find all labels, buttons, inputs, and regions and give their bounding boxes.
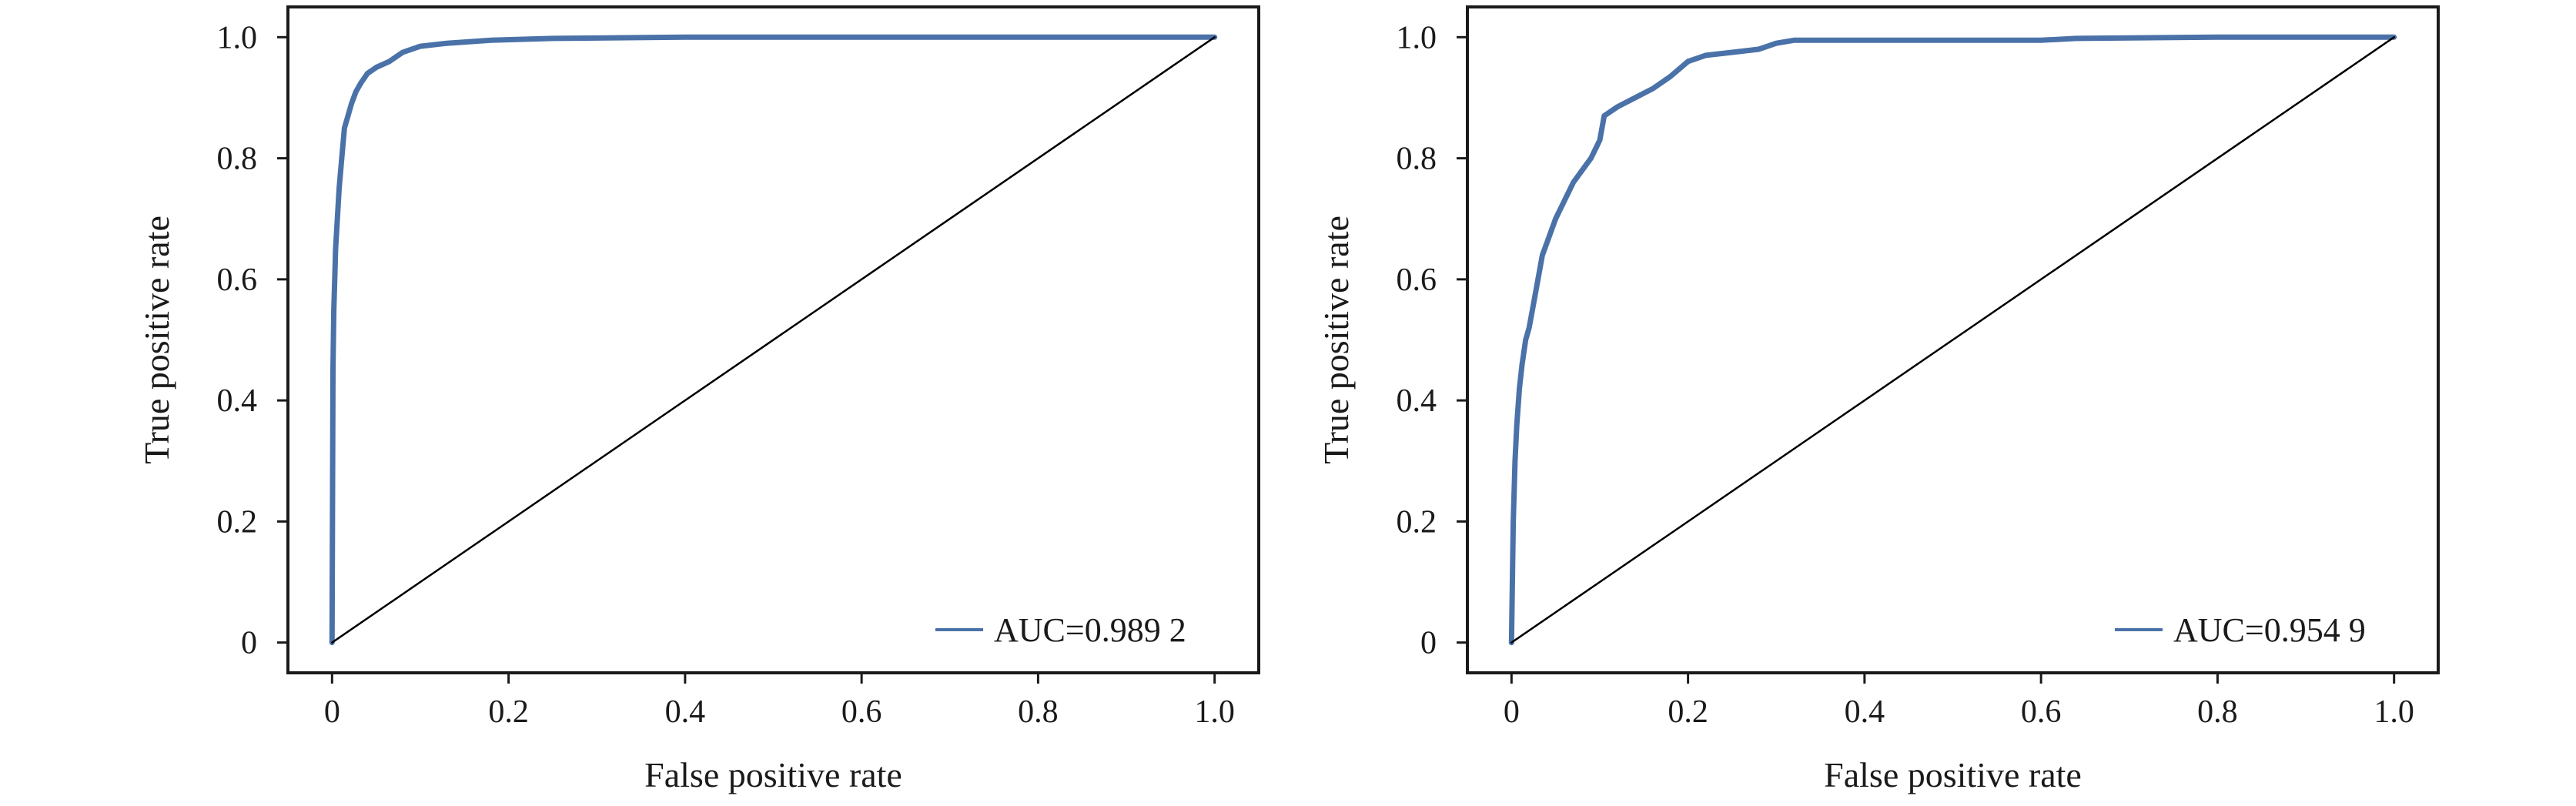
y-tick-label: 1.0 bbox=[1397, 20, 1437, 55]
x-tick-label: 0.2 bbox=[1668, 694, 1708, 730]
y-tick-label: 0.6 bbox=[217, 263, 258, 298]
chance-diagonal-line bbox=[1510, 36, 2395, 644]
plot-frame bbox=[286, 5, 1260, 674]
plot-frame bbox=[1466, 5, 2440, 674]
x-tick-label: 0 bbox=[324, 694, 340, 730]
y-tick-label: 0 bbox=[241, 626, 257, 661]
x-tick-label: 0.8 bbox=[2197, 694, 2238, 730]
y-tick-label: 0.6 bbox=[1397, 263, 1437, 298]
y-tick-label: 0.8 bbox=[1397, 142, 1437, 177]
y-tick-label: 0.2 bbox=[1397, 504, 1437, 540]
x-tick-label: 1.0 bbox=[1194, 694, 1235, 730]
x-axis-label: False positive rate bbox=[644, 755, 902, 794]
y-axis-label: True positive rate bbox=[137, 216, 176, 464]
chance-diagonal-line bbox=[331, 36, 1216, 644]
legend-label: AUC=0.989 2 bbox=[994, 611, 1186, 649]
x-tick-label: 0.2 bbox=[488, 694, 529, 730]
y-tick-label: 0.4 bbox=[217, 383, 258, 419]
x-tick-label: 0.8 bbox=[1018, 694, 1059, 730]
x-tick-label: 0.6 bbox=[2021, 694, 2062, 730]
y-tick-label: 1.0 bbox=[217, 20, 258, 55]
legend-label: AUC=0.954 9 bbox=[2173, 611, 2366, 649]
x-tick-label: 0.6 bbox=[841, 694, 882, 730]
y-tick-label: 0.4 bbox=[1397, 383, 1437, 419]
y-tick-label: 0.8 bbox=[217, 142, 258, 177]
y-axis-label: True positive rate bbox=[1316, 216, 1356, 464]
roc-panel-left: 0 0.2 0.4 0.6 0.8 1.0 0 0.2 0.4 0.6 0.8 1.0 False po… bbox=[137, 5, 1260, 794]
x-tick-label: 0.4 bbox=[1845, 694, 1885, 730]
roc-curve-line bbox=[329, 34, 1218, 646]
x-tick-label: 0 bbox=[1504, 694, 1520, 730]
x-tick-label: 0.4 bbox=[665, 694, 706, 730]
roc-curve-line bbox=[1508, 34, 2397, 646]
y-tick-label: 0.2 bbox=[217, 504, 258, 540]
roc-panel-right: 0 0.2 0.4 0.6 0.8 1.0 0 0.2 0.4 0.6 0.8 1.0 False po… bbox=[1316, 5, 2440, 794]
x-axis-label: False positive rate bbox=[1824, 755, 2082, 794]
y-tick-label: 0 bbox=[1420, 626, 1437, 661]
x-tick-label: 1.0 bbox=[2374, 694, 2414, 730]
